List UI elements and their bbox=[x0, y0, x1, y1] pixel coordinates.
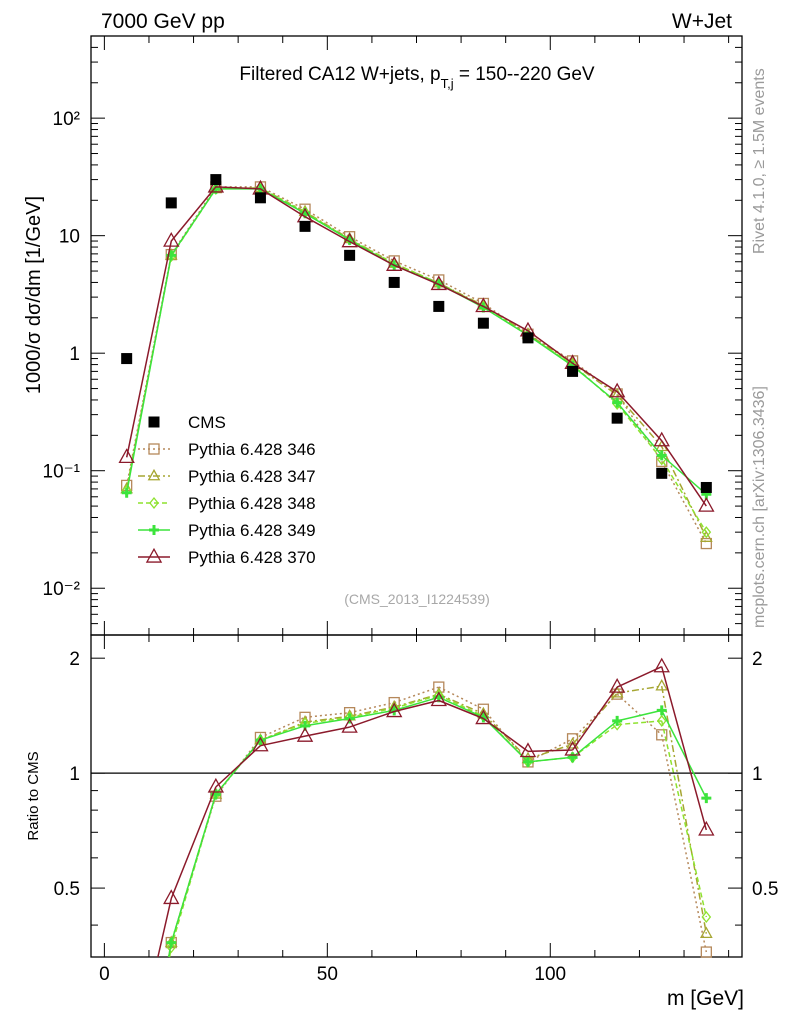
ratio-4-point bbox=[163, 889, 180, 905]
ratio-line-4 bbox=[157, 666, 708, 958]
ratio-4-point bbox=[296, 727, 314, 742]
y-tick-label: 1 bbox=[69, 344, 80, 365]
analysis-watermark: (CMS_2013_I1224539) bbox=[344, 591, 490, 607]
legend-label-2: Pythia 6.428 348 bbox=[188, 494, 316, 513]
header-left: 7000 GeV pp bbox=[101, 10, 225, 33]
y-tick-label: 10 bbox=[59, 227, 80, 248]
x-tick-label: 100 bbox=[534, 964, 566, 985]
cms-data-point bbox=[567, 365, 579, 377]
ratio-2-point bbox=[656, 714, 667, 727]
series-0-point bbox=[700, 537, 712, 550]
cms-data-point bbox=[121, 353, 133, 365]
series-4-point bbox=[698, 496, 715, 512]
ratio-4-point bbox=[608, 677, 626, 693]
cms-data-point bbox=[611, 412, 623, 424]
ratio-1-point bbox=[655, 679, 669, 691]
ratio-tick-label-right: 2 bbox=[752, 649, 763, 670]
ratio-3-point bbox=[166, 937, 177, 948]
legend-cms-marker bbox=[148, 416, 160, 428]
ratio-4-point bbox=[564, 740, 581, 756]
ratio-tick-label: 0.5 bbox=[54, 879, 80, 900]
legend-label-3: Pythia 6.428 349 bbox=[188, 521, 316, 540]
y-tick-label: 10⁻² bbox=[43, 579, 81, 600]
x-tick-label: 50 bbox=[317, 964, 338, 985]
mcplots-label: mcplots.cern.ch [arXiv:1306.3436] bbox=[751, 386, 768, 628]
ratio-4-point bbox=[430, 691, 447, 707]
ratio-tick-label: 1 bbox=[69, 764, 80, 785]
rivet-label: Rivet 4.1.0, ≥ 1.5M events bbox=[751, 68, 768, 254]
cms-data-point bbox=[165, 197, 177, 209]
ratio-2-point bbox=[166, 941, 177, 954]
cms-data-point bbox=[299, 220, 311, 232]
legend-cms-label: CMS bbox=[188, 413, 226, 432]
cms-data-point bbox=[254, 192, 266, 204]
cms-data-point bbox=[433, 300, 445, 312]
ratio-tick-label-right: 1 bbox=[752, 764, 763, 785]
cms-data-point bbox=[700, 481, 712, 493]
ratio-3-point bbox=[701, 793, 712, 804]
series-4-point bbox=[341, 232, 358, 248]
ratio-tick-label: 2 bbox=[69, 649, 80, 670]
series-line-4 bbox=[125, 186, 707, 507]
series-3-point bbox=[121, 487, 132, 498]
series-3-point bbox=[612, 397, 623, 408]
series-4-point bbox=[386, 256, 403, 271]
legend-label-1: Pythia 6.428 347 bbox=[188, 467, 316, 486]
ratio-4-point bbox=[252, 736, 269, 752]
chart-title: Filtered CA12 W+jets, pT,j = 150--220 Ge… bbox=[239, 64, 595, 91]
ratio-3-point bbox=[522, 756, 533, 767]
ratio-4-point bbox=[475, 709, 492, 725]
ratio-1-point bbox=[566, 737, 579, 749]
ratio-0-point bbox=[656, 729, 668, 741]
x-axis-label: m [GeV] bbox=[667, 987, 744, 1010]
cms-data-point bbox=[210, 174, 222, 186]
legend-label-0: Pythia 6.428 346 bbox=[188, 440, 316, 459]
series-4-point bbox=[430, 275, 447, 291]
series-3-point bbox=[656, 450, 667, 461]
cms-data-point bbox=[522, 332, 534, 344]
ratio-4-point bbox=[386, 702, 403, 718]
y-tick-label: 10² bbox=[53, 109, 80, 130]
ratio-tick-label-right: 0.5 bbox=[752, 879, 778, 900]
header-right: W+Jet bbox=[672, 10, 732, 33]
ratio-3-point bbox=[567, 752, 578, 763]
ratio-1-point bbox=[699, 926, 713, 939]
ratio-4-point bbox=[698, 820, 715, 836]
series-4-point bbox=[608, 382, 626, 398]
legend-marker-3 bbox=[149, 525, 159, 535]
cms-data-point bbox=[344, 249, 356, 261]
cms-data-point bbox=[477, 317, 489, 329]
series-4-point bbox=[118, 448, 135, 464]
ratio-4-point bbox=[207, 777, 225, 793]
ratio-4-point bbox=[653, 657, 670, 673]
ratio-3-point bbox=[656, 705, 667, 716]
cms-data-point bbox=[656, 467, 668, 479]
ratio-2-point bbox=[701, 910, 712, 924]
ratio-0-point bbox=[700, 946, 712, 958]
legend-marker-4 bbox=[145, 547, 163, 563]
series-4-point bbox=[163, 231, 180, 247]
legend-marker-1 bbox=[147, 468, 161, 481]
legend-label-4: Pythia 6.428 370 bbox=[188, 548, 316, 567]
ratio-y-axis-label: Ratio to CMS bbox=[25, 751, 42, 840]
series-2-point bbox=[701, 526, 712, 539]
series-4-point bbox=[653, 431, 670, 447]
y-tick-label: 10⁻¹ bbox=[43, 462, 81, 483]
series-4-point bbox=[207, 177, 225, 193]
ratio-3-point bbox=[612, 715, 623, 726]
series-1-point bbox=[699, 530, 713, 542]
ratio-4-point bbox=[519, 742, 537, 758]
x-tick-label: 0 bbox=[99, 964, 110, 985]
series-4-point bbox=[475, 297, 492, 313]
cms-data-point bbox=[388, 276, 400, 288]
legend-marker-2 bbox=[149, 496, 159, 510]
legend-marker-0 bbox=[148, 443, 160, 455]
ratio-4-point bbox=[341, 717, 358, 733]
y-axis-label: 1000/σ dσ/dm [1/GeV] bbox=[23, 196, 45, 394]
